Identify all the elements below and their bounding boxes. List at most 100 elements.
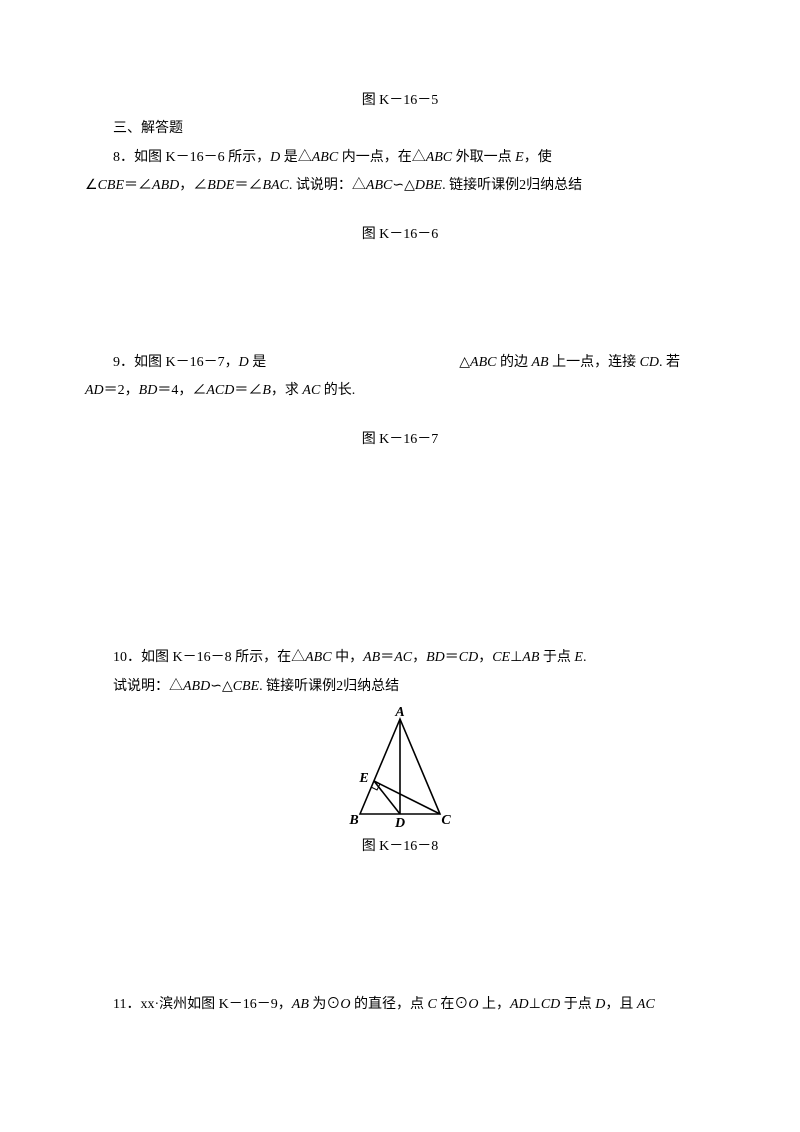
p8-2e: ，∠ — [179, 178, 207, 193]
p10-E: E — [574, 650, 583, 665]
p8-t2: 是△ — [280, 150, 312, 165]
p10-1o: 于点 — [539, 650, 574, 665]
problem-10-line2: 试说明：△ABD∽△CBE. 链接听课例2归纳总结 — [85, 676, 715, 698]
section-3-heading: 三、解答题 — [85, 118, 715, 140]
p8-ABC1: ABC — [312, 150, 338, 165]
p8-2k: ∽△ — [392, 178, 415, 193]
p10-AC: AC — [394, 650, 412, 665]
p10-1a: 10．如图 K－16－8 所示，在△ — [113, 650, 305, 665]
p8-DBE: DBE — [415, 178, 442, 193]
p11-m: 于点 — [560, 997, 595, 1012]
caption-k16-8: 图 K－16－8 — [85, 836, 715, 858]
p8-D: D — [270, 150, 280, 165]
caption-k16-5: 图 K－16－5 — [85, 90, 715, 112]
segment-CE — [374, 781, 440, 814]
gap — [85, 409, 715, 429]
gap — [85, 204, 715, 224]
p11-c: 为⊙ — [309, 997, 341, 1012]
p9-ACD: ACD — [206, 383, 234, 398]
p10-1m: ⊥ — [510, 650, 522, 665]
p8-2i: . 试说明：△ — [289, 178, 366, 193]
p9-2j: 的长. — [320, 383, 355, 398]
p9-rc: 的边 — [496, 355, 531, 370]
p10-CD: CD — [459, 650, 478, 665]
p8-t5: ，使 — [524, 150, 552, 165]
p11-e: 的直径，点 — [351, 997, 428, 1012]
p10-1g: ， — [412, 650, 426, 665]
p10-2e: . 链接听课例2归纳总结 — [259, 679, 399, 694]
p11-i: 上， — [478, 997, 510, 1012]
p10-1k: ， — [478, 650, 492, 665]
p8-2c: ＝∠ — [124, 178, 152, 193]
p11-D: D — [595, 997, 605, 1012]
p9-AC: AC — [302, 383, 320, 398]
p11-k: ⊥ — [529, 997, 541, 1012]
p9-rg: . 若 — [659, 355, 680, 370]
page-content: 图 K－16－5 三、解答题 8．如图 K－16－6 所示，D 是△ABC 内一… — [0, 0, 800, 1063]
p10-BD: BD — [426, 650, 445, 665]
p8-ABD: ABD — [152, 178, 179, 193]
p8-2g: ＝∠ — [234, 178, 262, 193]
label-E: E — [358, 771, 368, 786]
p11-a: 11．xx·滨州如图 K－16－9， — [113, 997, 292, 1012]
p9-left: 9．如图 K－16－7，D 是 — [85, 352, 266, 374]
p10-CE: CE — [492, 650, 510, 665]
p8-CBE: CBE — [98, 178, 124, 193]
label-C: C — [441, 813, 451, 828]
p9-BD: BD — [139, 383, 158, 398]
p10-1c: 中， — [332, 650, 364, 665]
p10-AB2: AB — [522, 650, 539, 665]
p9-D: D — [239, 355, 249, 370]
p8-t4: 外取一点 — [452, 150, 515, 165]
problem-8-line2: ∠CBE＝∠ABD，∠BDE＝∠BAC. 试说明：△ABC∽△DBE. 链接听课… — [85, 175, 715, 197]
p9-right: △ABC 的边 AB 上一点，连接 CD. 若 — [431, 352, 680, 374]
p9-AB: AB — [531, 355, 548, 370]
p9-AD: AD — [85, 383, 104, 398]
gap — [85, 457, 715, 647]
p8-BAC: BAC — [262, 178, 288, 193]
caption-k16-7: 图 K－16－7 — [85, 429, 715, 451]
problem-9-line2: AD＝2，BD＝4，∠ACD＝∠B，求 AC 的长. — [85, 380, 715, 402]
problem-9-line1: 9．如图 K－16－7，D 是 △ABC 的边 AB 上一点，连接 CD. 若 — [85, 352, 715, 374]
p10-1q: . — [583, 650, 587, 665]
p10-ABC: ABC — [305, 650, 331, 665]
problem-10-line1: 10．如图 K－16－8 所示，在△ABC 中，AB＝AC，BD＝CD，CE⊥A… — [85, 647, 715, 669]
p10-1i: ＝ — [445, 650, 459, 665]
p11-o: ，且 — [605, 997, 637, 1012]
caption-k16-6: 图 K－16－6 — [85, 224, 715, 246]
p8-2m: . 链接听课例2归纳总结 — [442, 178, 582, 193]
p11-AC: AC — [637, 997, 655, 1012]
p11-O2: O — [468, 997, 478, 1012]
p9-lc: 是 — [249, 355, 267, 370]
p9-B: B — [262, 383, 271, 398]
p8-t3: 内一点，在△ — [338, 150, 426, 165]
gap — [85, 252, 715, 352]
p9-re: 上一点，连接 — [549, 355, 640, 370]
p9-CD: CD — [640, 355, 659, 370]
p8-E: E — [515, 150, 524, 165]
p9-2f: ＝∠ — [234, 383, 262, 398]
segment-DE — [374, 781, 400, 814]
p8-t1: 8．如图 K－16－6 所示， — [113, 150, 270, 165]
problem-9-line1-flex: 9．如图 K－16－7，D 是 △ABC 的边 AB 上一点，连接 CD. 若 — [85, 352, 715, 374]
p8-ABC2: ABC — [426, 150, 452, 165]
p11-AB: AB — [292, 997, 309, 1012]
p11-CD: CD — [541, 997, 560, 1012]
p8-2a: ∠ — [85, 178, 98, 193]
problem-8-line1: 8．如图 K－16－6 所示，D 是△ABC 内一点，在△ABC 外取一点 E，… — [85, 147, 715, 169]
p9-ra: △ — [459, 355, 470, 370]
p9-ABC: ABC — [470, 355, 496, 370]
p11-C: C — [428, 997, 437, 1012]
p10-2c: ∽△ — [210, 679, 233, 694]
p11-O: O — [340, 997, 350, 1012]
label-D: D — [394, 816, 405, 831]
p9-2b: ＝2， — [104, 383, 139, 398]
gap — [85, 864, 715, 994]
p11-AD: AD — [510, 997, 529, 1012]
problem-11: 11．xx·滨州如图 K－16－9，AB 为⊙O 的直径，点 C 在⊙O 上，A… — [85, 994, 715, 1016]
p9-la: 9．如图 K－16－7， — [113, 355, 239, 370]
label-A: A — [394, 705, 404, 720]
p10-1e: ＝ — [380, 650, 394, 665]
p9-2d: ＝4，∠ — [157, 383, 206, 398]
p10-CBE: CBE — [233, 679, 259, 694]
